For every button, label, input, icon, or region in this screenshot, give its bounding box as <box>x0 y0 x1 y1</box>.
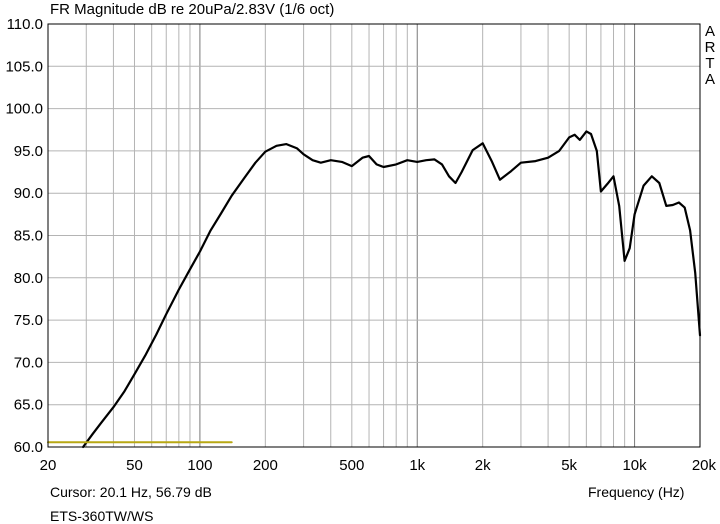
x-tick-label: 200 <box>253 457 278 474</box>
x-tick-label: 20 <box>40 457 57 474</box>
chart-title: FR Magnitude dB re 20uPa/2.83V (1/6 oct) <box>50 1 335 18</box>
response-curve <box>81 130 702 449</box>
x-tick-label: 5k <box>561 457 577 474</box>
arta-logo: A R T A <box>702 24 718 88</box>
y-tick-label: 60.0 <box>14 439 43 456</box>
y-tick-label: 85.0 <box>14 228 43 245</box>
y-tick-label: 75.0 <box>14 312 43 329</box>
x-tick-label: 2k <box>475 457 491 474</box>
cursor-readout: Cursor: 20.1 Hz, 56.79 dB <box>50 484 212 500</box>
arta-letter: A <box>704 71 715 88</box>
y-tick-labels: 110.0 105.0 100.0 95.0 90.0 85.0 80.0 75.0 70.0 6… <box>5 16 43 456</box>
y-tick-label: 95.0 <box>14 143 43 160</box>
arta-letter: R <box>704 39 716 56</box>
x-axis-label: Frequency (Hz) <box>588 484 685 500</box>
arta-letter: A <box>704 23 715 40</box>
y-tick-label: 65.0 <box>14 397 43 414</box>
x-tick-labels: 20 50 100 200 500 1k 2k 5k 10k 20k <box>40 457 717 474</box>
grid <box>48 24 700 447</box>
x-tick-label: 1k <box>409 457 425 474</box>
x-tick-label: 10k <box>622 457 647 474</box>
x-tick-label: 100 <box>187 457 212 474</box>
y-tick-label: 70.0 <box>14 354 43 371</box>
series-lines <box>47 130 702 449</box>
y-tick-label: 90.0 <box>14 185 43 202</box>
y-tick-label: 80.0 <box>14 270 43 287</box>
y-tick-label: 110.0 <box>7 16 43 33</box>
device-name: ETS-360TW/WS <box>50 508 154 524</box>
x-tick-label: 50 <box>126 457 143 474</box>
y-tick-label: 100.0 <box>5 101 43 118</box>
plot-frame <box>47 23 701 448</box>
arta-letter: T <box>705 55 715 72</box>
y-tick-label: 105.0 <box>5 58 43 75</box>
x-tick-label: 500 <box>339 457 364 474</box>
x-tick-label: 20k <box>692 457 717 474</box>
